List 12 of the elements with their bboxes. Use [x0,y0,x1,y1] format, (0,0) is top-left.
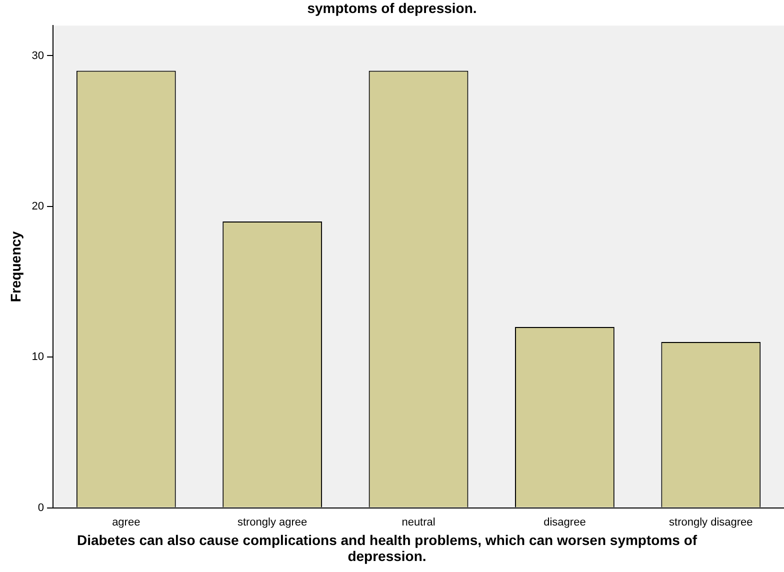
y-tick-label: 30 [32,50,44,62]
y-tick-label: 20 [32,200,44,212]
x-tick-label: strongly agree [237,516,308,528]
x-tick-label: disagree [544,516,586,528]
x-tick-label: strongly disagree [669,516,753,528]
y-tick-label: 10 [32,351,44,364]
y-tick-label: 0 [38,502,44,514]
x-tick-label: agree [112,516,140,528]
chart-title: symptoms of depression. [306,0,478,16]
x-tick-label: neutral [402,516,436,528]
y-axis-title: Frequency [7,231,24,302]
x-axis-title: Diabetes can also cause complications and health problems, which can worsen symptoms of depression. [76,532,698,564]
